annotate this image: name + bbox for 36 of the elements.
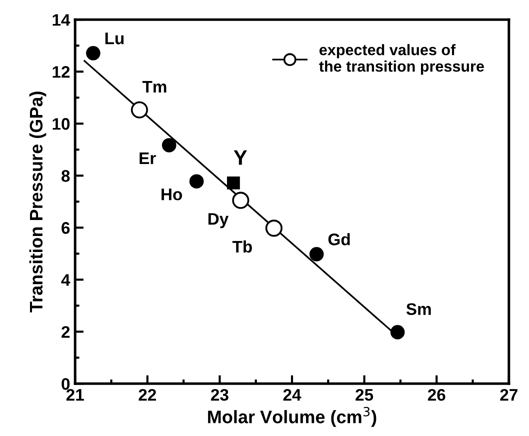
point	[265, 220, 282, 237]
annotation: Lu	[105, 32, 124, 44]
annotation: Y	[234, 150, 248, 165]
x-axis-title: Molar Volume (cm$^{3}$)	[208, 406, 376, 427]
x-tick-label: 27	[500, 388, 518, 401]
x-tick-label: 22	[138, 388, 156, 401]
x-tick-label: 23	[211, 388, 228, 401]
y-tick-label: 14	[52, 14, 70, 26]
x-tick-label: 21	[66, 388, 84, 401]
y-axis-title: Transition Pressure (GPa)	[29, 92, 46, 312]
point	[309, 247, 324, 262]
annotation: Ho	[162, 188, 182, 200]
point	[390, 325, 405, 340]
point	[86, 46, 100, 60]
y-tick-label: 10	[52, 118, 70, 130]
point	[226, 176, 240, 190]
annotation: Tb	[232, 240, 252, 253]
y-tick-label: 8	[62, 170, 70, 182]
legend-label: expected values of the transition pressure	[319, 44, 484, 75]
annotation: Tm	[142, 81, 166, 93]
y-tick-label: 4	[61, 274, 70, 286]
y-tick-label: 12	[52, 66, 70, 78]
x-tick-label: 26	[428, 388, 446, 401]
y-tick-label: 0	[62, 378, 70, 390]
annotation: Sm	[406, 303, 431, 316]
annotation: Er	[140, 152, 156, 164]
annotation: Dy	[208, 213, 229, 228]
x-tick-label: 25	[356, 388, 374, 401]
y-tick-label: 2	[62, 326, 70, 338]
y-tick-label: 6	[62, 222, 70, 234]
point	[189, 174, 204, 189]
x-tick-label: 24	[283, 388, 302, 401]
annotation: Gd	[328, 233, 350, 246]
point	[162, 138, 176, 152]
point	[232, 192, 250, 209]
point	[130, 101, 148, 118]
